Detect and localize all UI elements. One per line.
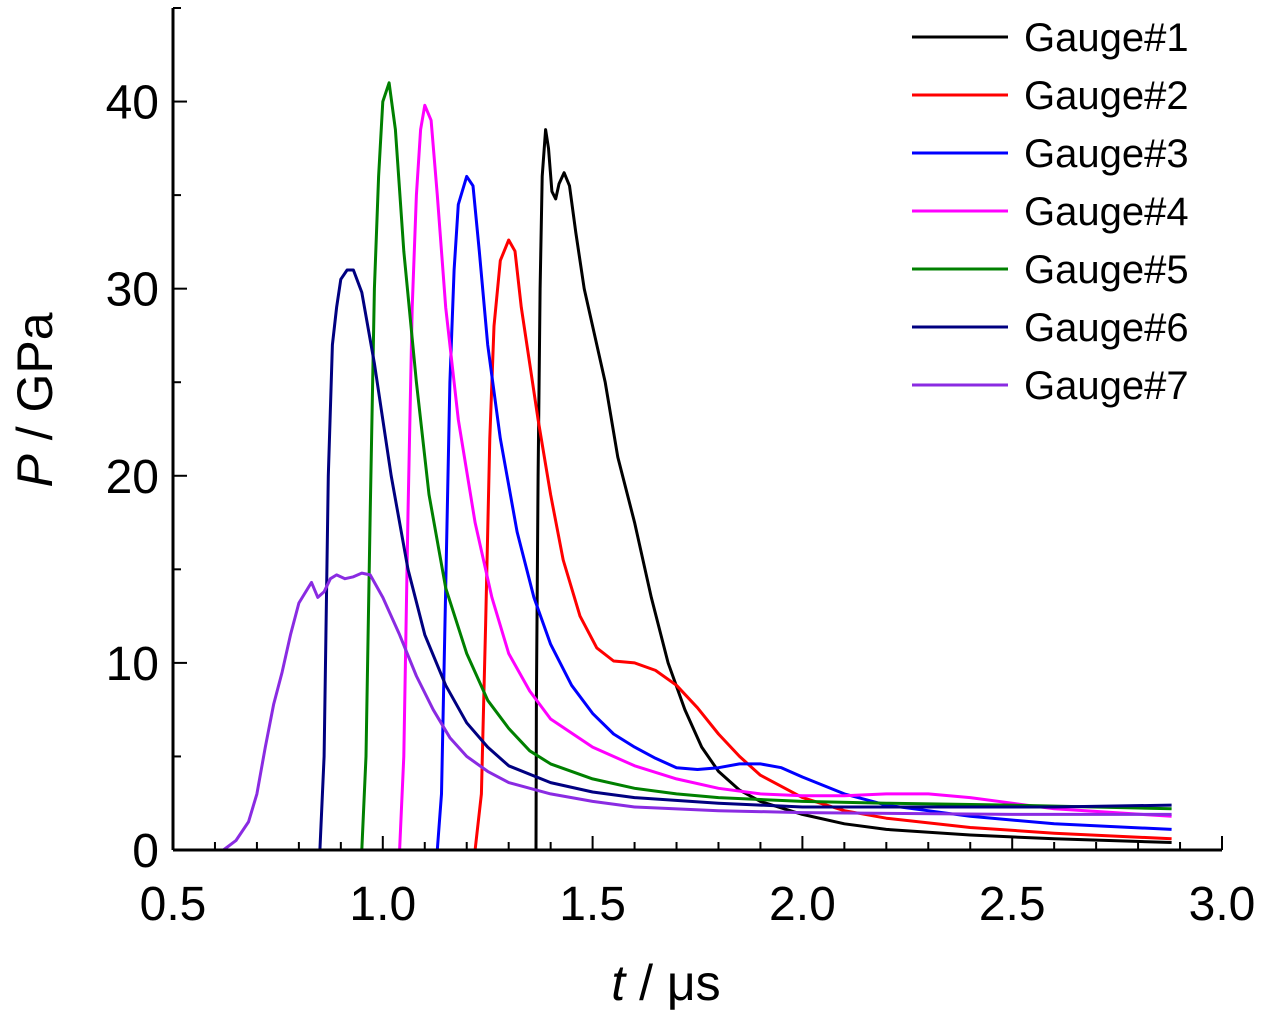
x-axis-symbol: t bbox=[611, 955, 627, 1011]
y-tick-label: 30 bbox=[106, 264, 159, 317]
series-layer bbox=[173, 81, 1172, 852]
legend-label: Gauge#7 bbox=[1024, 364, 1189, 408]
y-axis-symbol: P bbox=[7, 454, 63, 488]
legend-label: Gauge#3 bbox=[1024, 132, 1189, 176]
y-axis-title: P / GPa bbox=[7, 312, 63, 487]
y-axis-unit: / GPa bbox=[7, 312, 63, 454]
y-tick-label: 0 bbox=[132, 825, 159, 878]
legend-label: Gauge#5 bbox=[1024, 248, 1189, 292]
x-tick-label: 1.5 bbox=[559, 878, 626, 931]
x-tick-label: 3.0 bbox=[1189, 878, 1256, 931]
tick-labels: 0.5 1.0 1.5 2.0 2.5 3.0 0 10 20 30 40 bbox=[106, 77, 1256, 931]
legend-label: Gauge#4 bbox=[1024, 190, 1189, 234]
series-line-5 bbox=[173, 81, 1172, 852]
legend-label: Gauge#2 bbox=[1024, 74, 1189, 118]
x-tick-label: 2.0 bbox=[769, 878, 836, 931]
series-line-7 bbox=[173, 571, 1172, 852]
y-tick-label: 20 bbox=[106, 451, 159, 504]
legend: Gauge#1 Gauge#2 Gauge#3 Gauge#4 Gauge#5 Gauge… bbox=[912, 16, 1189, 408]
series-line-6 bbox=[173, 268, 1172, 852]
x-tick-label: 0.5 bbox=[140, 878, 207, 931]
y-tick-label: 10 bbox=[106, 638, 159, 691]
series-line-1 bbox=[173, 128, 1172, 852]
x-tick-label: 1.0 bbox=[349, 878, 416, 931]
x-tick-label: 2.5 bbox=[979, 878, 1046, 931]
x-axis-unit: / μs bbox=[625, 955, 720, 1011]
series-line-2 bbox=[173, 238, 1172, 852]
axes bbox=[171, 7, 1223, 852]
series-line-3 bbox=[173, 174, 1172, 852]
legend-label: Gauge#6 bbox=[1024, 306, 1189, 350]
legend-label: Gauge#1 bbox=[1024, 16, 1189, 60]
x-axis-title: t / μs bbox=[611, 955, 720, 1011]
y-tick-label: 40 bbox=[106, 77, 159, 130]
series-line-4 bbox=[173, 103, 1172, 852]
